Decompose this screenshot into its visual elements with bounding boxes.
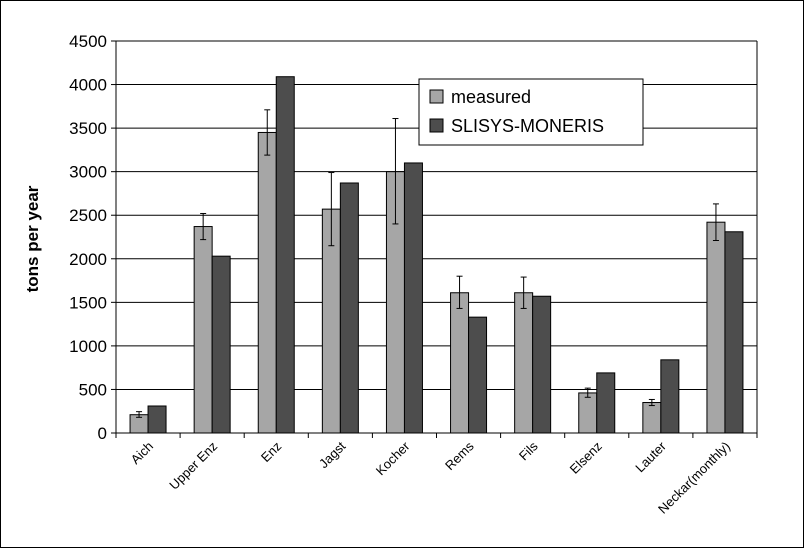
y-axis-title: tons per year (23, 185, 42, 292)
legend-label-slisys-moneris: SLISYS-MONERIS (451, 116, 604, 136)
y-tick-label: 1500 (69, 293, 107, 312)
x-tick-label: Elsenz (567, 439, 605, 477)
axes (111, 40, 758, 438)
bar-slisys-moneris (211, 255, 231, 434)
bar-slisys-moneris (596, 372, 616, 434)
y-tick-labels: 0 500 1000 1500 2000 2500 3000 3500 4000 4500 (69, 32, 107, 443)
bar-measured (706, 221, 726, 434)
bar-slisys-moneris (660, 359, 680, 434)
bar-slisys-moneris (403, 162, 423, 434)
x-tick-label: Upper Enz (166, 439, 220, 493)
bar-measured (193, 226, 213, 434)
x-tick-label: Aich (128, 439, 156, 467)
y-tick-label: 3000 (69, 163, 107, 182)
bar-measured (450, 292, 470, 434)
bar-slisys-moneris (147, 405, 167, 434)
x-tick-label: Rems (442, 438, 477, 473)
legend: measured SLISYS-MONERIS (418, 78, 644, 146)
legend-box (418, 78, 644, 146)
bar-slisys-moneris (275, 76, 295, 434)
bar-slisys-moneris (532, 295, 552, 434)
legend-swatch-measured (429, 89, 444, 104)
x-tick-label: Jagst (316, 438, 349, 471)
y-tick-label: 2500 (69, 206, 107, 225)
bar-measured (578, 392, 598, 434)
x-tick-label: Kocher (373, 438, 413, 478)
bar-slisys-moneris (339, 182, 359, 434)
y-tick-label: 4000 (69, 76, 107, 95)
bar-slisys-moneris (724, 231, 744, 434)
legend-label-measured: measured (451, 87, 531, 107)
x-tick-label: Lauter (632, 438, 669, 475)
y-tick-label: 3500 (69, 119, 107, 138)
y-tick-label: 0 (98, 424, 107, 443)
x-tick-labels: Aich Upper Enz Enz Jagst Kocher Rems Fils Elsen… (128, 438, 733, 517)
y-tick-label: 4500 (69, 32, 107, 51)
y-tick-label: 1000 (69, 337, 107, 356)
bar-measured (257, 131, 277, 434)
y-tick-label: 2000 (69, 250, 107, 269)
x-tick-label: Enz (258, 439, 284, 465)
bar-measured (514, 292, 534, 434)
error-bars (136, 109, 719, 418)
bar-measured (642, 402, 662, 434)
x-tick-label: Fils (516, 438, 541, 463)
bar-slisys-moneris (468, 316, 488, 434)
y-tick-label: 500 (79, 380, 107, 399)
legend-swatch-slisys-moneris (429, 118, 444, 133)
